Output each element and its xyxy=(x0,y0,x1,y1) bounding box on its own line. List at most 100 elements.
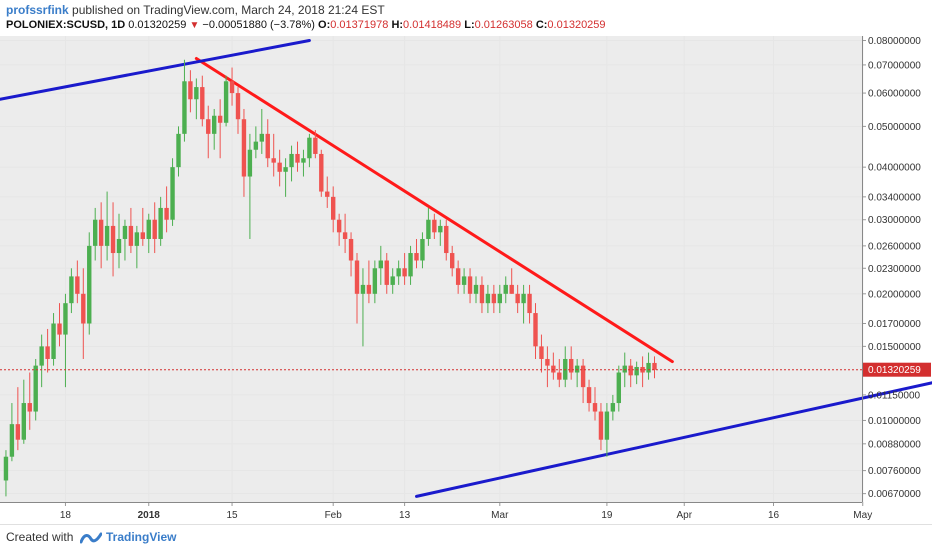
candle-up xyxy=(182,81,186,134)
candle-up xyxy=(301,158,305,162)
candle-down xyxy=(164,208,168,220)
current-price-label: 0.01320259 xyxy=(868,365,921,376)
candle-up xyxy=(486,294,490,303)
publish-line: profssrfink published on TradingView.com… xyxy=(6,2,906,18)
tradingview-brand[interactable]: TradingView xyxy=(106,530,176,544)
open-value: 0.01371978 xyxy=(330,19,388,31)
x-tick-label: 18 xyxy=(60,510,72,521)
y-tick-label: 0.00880000 xyxy=(868,439,921,450)
candle-down xyxy=(557,373,561,380)
y-tick-label: 0.02300000 xyxy=(868,264,921,275)
y-tick-label: 0.06000000 xyxy=(868,89,921,100)
y-tick-label: 0.01500000 xyxy=(868,342,921,353)
candle-up xyxy=(10,424,14,457)
x-tick-label: 2018 xyxy=(138,510,161,521)
candle-down xyxy=(533,313,537,346)
down-arrow-icon: ▼ xyxy=(189,20,199,31)
candle-up xyxy=(420,239,424,261)
candlestick-chart[interactable]: 0.080000000.070000000.060000000.05000000… xyxy=(0,36,932,524)
plot-background xyxy=(0,36,862,502)
y-tick-label: 0.01150000 xyxy=(868,390,921,401)
candle-down xyxy=(385,260,389,284)
candle-down xyxy=(527,294,531,313)
candle-up xyxy=(248,150,252,177)
candle-down xyxy=(331,197,335,220)
candle-up xyxy=(22,403,26,440)
y-tick-label: 0.05000000 xyxy=(868,122,921,133)
candle-up xyxy=(212,116,216,134)
candle-down xyxy=(337,220,341,233)
x-tick-label: 19 xyxy=(601,510,613,521)
candle-down xyxy=(200,87,204,119)
candle-down xyxy=(153,220,157,239)
candle-down xyxy=(188,81,192,99)
tradingview-logo-icon[interactable] xyxy=(80,530,102,546)
candle-up xyxy=(617,373,621,404)
y-tick-label: 0.02000000 xyxy=(868,289,921,300)
candle-down xyxy=(355,260,359,293)
candle-up xyxy=(361,285,365,294)
candle-down xyxy=(599,412,603,440)
last-price: 0.01320259 xyxy=(128,19,186,31)
candle-up xyxy=(176,134,180,167)
candle-up xyxy=(87,246,91,324)
candle-down xyxy=(218,116,222,123)
candle-down xyxy=(295,154,299,163)
candle-up xyxy=(289,154,293,167)
candle-down xyxy=(515,294,519,303)
y-tick-label: 0.00670000 xyxy=(868,489,921,500)
y-tick-label: 0.03400000 xyxy=(868,192,921,203)
candle-down xyxy=(99,220,103,246)
candle-down xyxy=(468,276,472,293)
candle-up xyxy=(158,208,162,239)
x-tick-label: Feb xyxy=(325,510,343,521)
candle-up xyxy=(34,366,38,412)
x-tick-label: May xyxy=(853,510,872,521)
x-tick-label: 16 xyxy=(768,510,780,521)
candle-up xyxy=(260,134,264,142)
y-axis[interactable]: 0.080000000.070000000.060000000.05000000… xyxy=(862,36,931,502)
candle-up xyxy=(521,294,525,303)
y-tick-label: 0.00760000 xyxy=(868,466,921,477)
candle-down xyxy=(28,403,32,411)
symbol-label[interactable]: POLONIEX:SCUSD, 1D xyxy=(6,19,125,31)
candle-down xyxy=(242,119,246,176)
price-change: −0.00051880 (−3.78%) xyxy=(202,19,315,31)
x-tick-label: 15 xyxy=(226,510,238,521)
candle-down xyxy=(581,366,585,388)
candle-up xyxy=(634,367,638,375)
candle-up xyxy=(575,366,579,373)
candle-down xyxy=(551,366,555,373)
candle-down xyxy=(129,226,133,246)
publish-info: published on TradingView.com, March 24, … xyxy=(69,3,385,17)
candle-up xyxy=(623,366,627,373)
candle-down xyxy=(545,359,549,366)
candle-up xyxy=(373,268,377,294)
candle-up xyxy=(147,220,151,239)
candle-up xyxy=(51,324,55,359)
low-label: L: xyxy=(464,19,474,31)
candle-up xyxy=(93,220,97,246)
candle-down xyxy=(57,324,61,335)
candle-up xyxy=(170,167,174,220)
footer: Created with TradingView xyxy=(0,524,932,551)
candle-up xyxy=(307,138,311,159)
candle-up xyxy=(283,167,287,172)
author-link[interactable]: profssrfink xyxy=(6,3,69,17)
low-value: 0.01263058 xyxy=(475,19,533,31)
candle-up xyxy=(462,276,466,284)
chart-header: profssrfink published on TradingView.com… xyxy=(6,2,906,33)
candle-down xyxy=(272,158,276,162)
y-tick-label: 0.08000000 xyxy=(868,36,921,47)
candle-up xyxy=(117,239,121,253)
candle-down xyxy=(343,232,347,239)
close-value: 0.01320259 xyxy=(547,19,605,31)
candle-down xyxy=(206,119,210,134)
candle-up xyxy=(379,260,383,268)
candle-up xyxy=(426,220,430,239)
candle-down xyxy=(75,276,79,293)
candle-down xyxy=(16,424,20,440)
ohlc-line: POLONIEX:SCUSD, 1D 0.01320259 ▼ −0.00051… xyxy=(6,18,906,33)
